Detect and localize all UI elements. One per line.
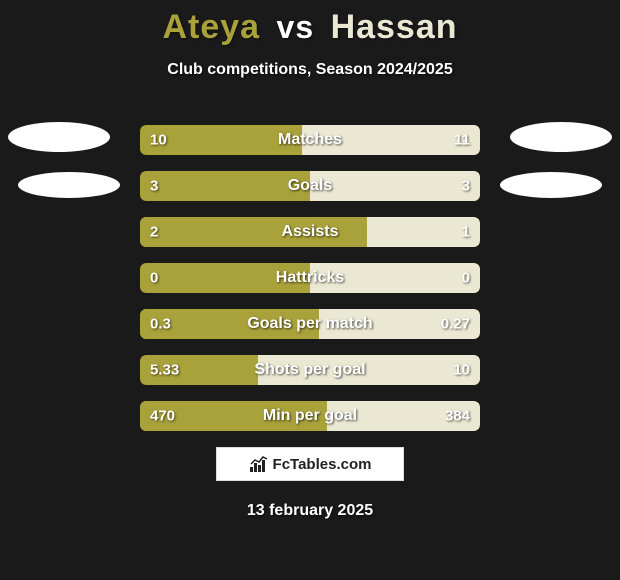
avatar-placeholder-right-2 <box>500 172 602 198</box>
stat-row: 0.3 0.27 Goals per match <box>140 309 480 339</box>
stat-row: 2 1 Assists <box>140 217 480 247</box>
avatar-placeholder-left-1 <box>8 122 110 152</box>
player1-name: Ateya <box>162 8 260 46</box>
logo-box: FcTables.com <box>216 447 404 481</box>
stat-row: 3 3 Goals <box>140 171 480 201</box>
stat-value-right: 3 <box>462 178 470 195</box>
stat-value-left: 10 <box>150 132 167 149</box>
player2-name: Hassan <box>331 8 458 46</box>
stat-value-right: 1 <box>462 224 470 241</box>
subtitle: Club competitions, Season 2024/2025 <box>0 61 620 79</box>
stat-row: 470 384 Min per goal <box>140 401 480 431</box>
stat-value-left: 2 <box>150 224 158 241</box>
header: Ateya vs Hassan Club competitions, Seaso… <box>0 0 620 79</box>
vs-text: vs <box>277 9 315 45</box>
stat-value-left: 0 <box>150 270 158 287</box>
fctables-logo-icon <box>249 455 269 473</box>
stat-value-right: 0.27 <box>441 316 470 333</box>
stat-value-right: 10 <box>453 362 470 379</box>
stat-value-left: 5.33 <box>150 362 179 379</box>
title: Ateya vs Hassan <box>0 8 620 47</box>
stat-label: Goals <box>288 177 332 195</box>
stat-row: 5.33 10 Shots per goal <box>140 355 480 385</box>
stat-row: 10 11 Matches <box>140 125 480 155</box>
stat-row: 0 0 Hattricks <box>140 263 480 293</box>
stat-label: Shots per goal <box>254 361 365 379</box>
stat-label: Hattricks <box>276 269 344 287</box>
date: 13 february 2025 <box>0 502 620 520</box>
stat-value-right: 11 <box>454 132 470 149</box>
stat-value-left: 0.3 <box>150 316 171 333</box>
stat-value-right: 384 <box>445 408 470 425</box>
comparison-bars: 10 11 Matches 3 3 Goals 2 1 Assists 0 0 Hattricks 0.… <box>140 125 480 447</box>
logo-text: FcTables.com <box>273 456 372 473</box>
stat-label: Min per goal <box>263 407 357 425</box>
stat-value-left: 470 <box>150 408 175 425</box>
avatar-placeholder-right-1 <box>510 122 612 152</box>
avatar-placeholder-left-2 <box>18 172 120 198</box>
stat-value-left: 3 <box>150 178 158 195</box>
stat-label: Matches <box>278 131 342 149</box>
stat-label: Assists <box>282 223 339 241</box>
stat-value-right: 0 <box>462 270 470 287</box>
stat-label: Goals per match <box>247 315 372 333</box>
